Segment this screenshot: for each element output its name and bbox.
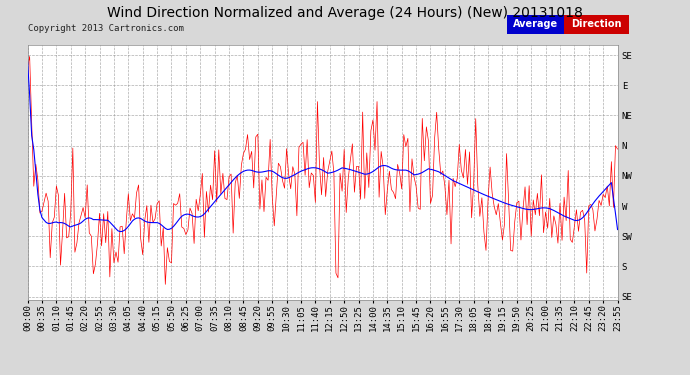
Text: Copyright 2013 Cartronics.com: Copyright 2013 Cartronics.com [28, 24, 184, 33]
Text: Wind Direction Normalized and Average (24 Hours) (New) 20131018: Wind Direction Normalized and Average (2… [107, 6, 583, 20]
Text: Average: Average [513, 20, 558, 29]
Text: Direction: Direction [571, 20, 622, 29]
